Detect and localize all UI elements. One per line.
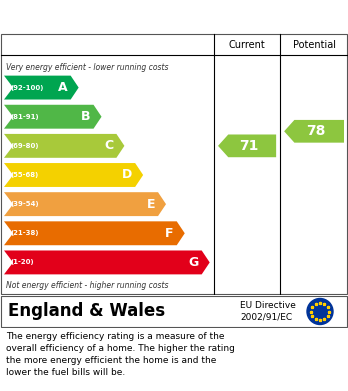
- Polygon shape: [284, 120, 344, 143]
- Text: B: B: [81, 110, 90, 123]
- Text: (69-80): (69-80): [10, 143, 39, 149]
- Text: Current: Current: [229, 40, 266, 50]
- Text: C: C: [104, 139, 113, 152]
- Text: Not energy efficient - higher running costs: Not energy efficient - higher running co…: [6, 280, 168, 289]
- Text: Very energy efficient - lower running costs: Very energy efficient - lower running co…: [6, 63, 168, 72]
- Text: (55-68): (55-68): [10, 172, 38, 178]
- Text: 71: 71: [239, 139, 258, 153]
- Text: The energy efficiency rating is a measure of the
overall efficiency of a home. T: The energy efficiency rating is a measur…: [6, 332, 235, 377]
- Polygon shape: [4, 163, 143, 187]
- Text: (39-54): (39-54): [10, 201, 39, 207]
- Polygon shape: [4, 75, 79, 100]
- Text: (81-91): (81-91): [10, 114, 39, 120]
- Text: D: D: [122, 169, 132, 181]
- Text: E: E: [147, 197, 155, 211]
- Polygon shape: [218, 135, 276, 157]
- Text: G: G: [189, 256, 199, 269]
- Text: A: A: [58, 81, 68, 94]
- Polygon shape: [4, 192, 166, 216]
- Text: (1-20): (1-20): [10, 260, 34, 265]
- Polygon shape: [4, 134, 125, 158]
- Circle shape: [307, 298, 333, 325]
- Polygon shape: [4, 251, 210, 274]
- Text: Potential: Potential: [293, 40, 335, 50]
- Text: (21-38): (21-38): [10, 230, 39, 236]
- Text: England & Wales: England & Wales: [8, 303, 165, 321]
- Polygon shape: [4, 221, 185, 245]
- Text: 78: 78: [306, 124, 325, 138]
- Text: EU Directive
2002/91/EC: EU Directive 2002/91/EC: [240, 301, 296, 321]
- Text: (92-100): (92-100): [10, 84, 44, 91]
- Text: F: F: [165, 227, 174, 240]
- Text: Energy Efficiency Rating: Energy Efficiency Rating: [8, 9, 218, 24]
- Polygon shape: [4, 105, 102, 129]
